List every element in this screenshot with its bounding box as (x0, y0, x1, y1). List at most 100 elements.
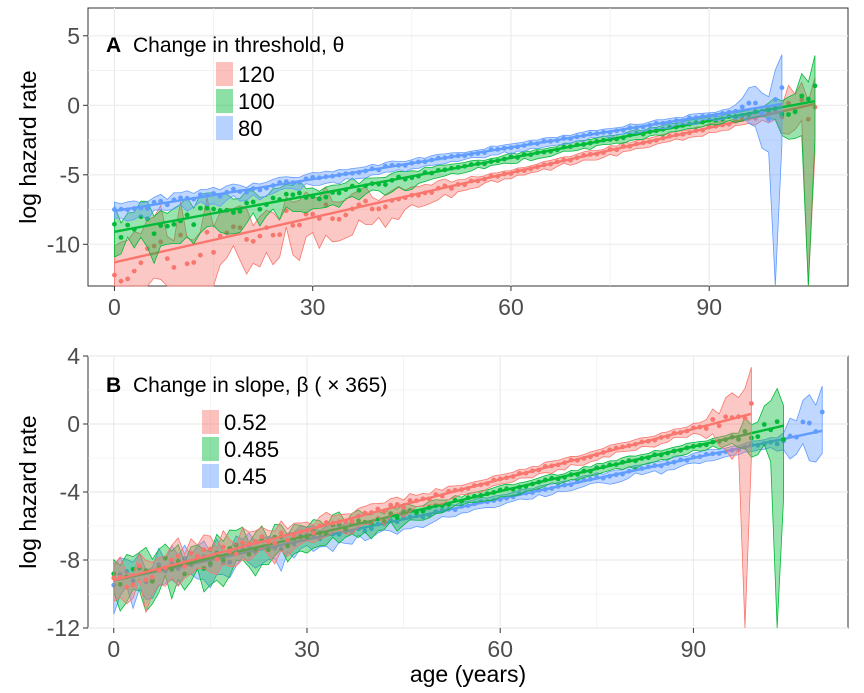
data-point-0.52 (343, 519, 349, 524)
data-point-120 (382, 204, 388, 210)
data-point-0.52 (581, 455, 587, 461)
panel-a-letter: A (106, 34, 121, 57)
data-point-120 (257, 233, 263, 239)
data-point-0.52 (311, 530, 316, 536)
data-point-120 (686, 130, 692, 136)
data-point-80 (772, 97, 778, 102)
data-point-0.45 (658, 463, 664, 469)
data-point-100 (508, 154, 514, 160)
data-point-120 (488, 173, 494, 179)
data-point-0.52 (658, 435, 664, 440)
data-point-100 (587, 140, 593, 146)
data-point-80 (145, 206, 150, 211)
y-tick-label: 0 (67, 92, 80, 118)
data-point-80 (416, 159, 421, 165)
data-point-120 (290, 223, 296, 228)
panel-a-data (112, 54, 818, 287)
data-point-80 (290, 180, 296, 186)
data-point-120 (237, 225, 243, 231)
data-point-100 (640, 131, 646, 137)
data-point-100 (244, 200, 250, 206)
data-point-120 (217, 233, 223, 239)
data-point-80 (118, 206, 124, 212)
data-point-0.45 (426, 512, 432, 518)
data-point-100 (475, 161, 481, 167)
data-point-120 (402, 195, 408, 201)
data-point-80 (442, 155, 448, 161)
data-point-100 (409, 175, 415, 181)
data-point-100 (534, 150, 540, 156)
data-point-80 (634, 125, 639, 131)
data-point-100 (310, 194, 316, 200)
data-point-100 (739, 112, 745, 118)
data-point-0.45 (794, 434, 799, 440)
panel-b-title: B Change in slope, β ( × 365) (106, 374, 387, 397)
data-point-0.485 (265, 547, 271, 553)
data-point-0.52 (317, 523, 323, 529)
data-point-0.52 (594, 452, 600, 458)
data-point-0.45 (439, 508, 445, 513)
data-point-0.52 (510, 474, 516, 479)
data-point-0.45 (645, 464, 651, 470)
data-point-80 (462, 153, 468, 159)
data-point-120 (270, 232, 276, 238)
x-tick-label: 60 (498, 294, 524, 320)
data-point-120 (158, 239, 164, 245)
data-point-80 (138, 205, 144, 211)
panel-b-title-text: Change in slope, β ( × 365) (133, 374, 387, 397)
data-point-0.485 (420, 508, 426, 514)
panel-b-letter: B (106, 374, 121, 397)
data-point-0.45 (671, 459, 677, 465)
data-point-0.485 (555, 476, 561, 482)
data-point-0.45 (620, 471, 625, 477)
data-point-0.52 (530, 468, 535, 474)
data-point-80 (581, 133, 587, 138)
data-point-0.485 (452, 497, 458, 503)
data-point-0.485 (607, 462, 613, 468)
panel-b-ticks: 0 30 60 90 4 0 -4 -8 -12 (47, 343, 706, 662)
data-point-80 (422, 159, 428, 165)
legend-swatch-80 (216, 116, 233, 140)
data-point-120 (455, 181, 461, 187)
data-point-0.485 (253, 546, 258, 552)
data-point-0.485 (150, 578, 155, 584)
data-point-80 (667, 119, 672, 125)
data-point-100 (257, 206, 263, 212)
data-point-120 (277, 232, 283, 238)
data-point-80 (389, 162, 395, 168)
data-point-0.485 (484, 491, 490, 497)
panel-a: 0 30 60 90 5 0 -5 -10 log hazard rate A Change … (15, 7, 849, 320)
data-point-120 (581, 153, 587, 158)
data-point-80 (587, 131, 593, 137)
data-point-0.45 (600, 475, 606, 481)
data-point-0.52 (304, 528, 310, 533)
data-point-0.52 (568, 457, 574, 463)
data-point-0.52 (265, 539, 271, 545)
data-point-100 (435, 167, 441, 173)
data-point-120 (653, 137, 659, 143)
data-point-80 (349, 170, 355, 176)
data-point-80 (607, 129, 613, 135)
data-point-100 (786, 112, 791, 117)
data-point-100 (323, 194, 329, 200)
data-point-120 (805, 116, 811, 122)
data-point-100 (805, 96, 811, 102)
data-point-120 (528, 166, 534, 172)
data-point-0.45 (394, 519, 400, 525)
data-point-80 (297, 179, 302, 185)
data-point-0.485 (710, 439, 716, 445)
data-point-80 (680, 118, 686, 124)
data-point-0.52 (188, 550, 194, 556)
data-point-0.485 (523, 483, 529, 489)
data-point-0.45 (272, 545, 278, 551)
data-point-100 (422, 170, 428, 175)
data-point-120 (250, 238, 256, 244)
data-point-0.45 (156, 562, 162, 568)
data-point-0.485 (600, 464, 606, 470)
data-point-0.52 (349, 519, 355, 524)
data-point-120 (442, 183, 448, 189)
data-point-0.52 (523, 470, 529, 476)
legend-label-0.52: 0.52 (224, 410, 267, 435)
data-point-120 (620, 143, 626, 149)
data-point-0.52 (575, 457, 580, 463)
